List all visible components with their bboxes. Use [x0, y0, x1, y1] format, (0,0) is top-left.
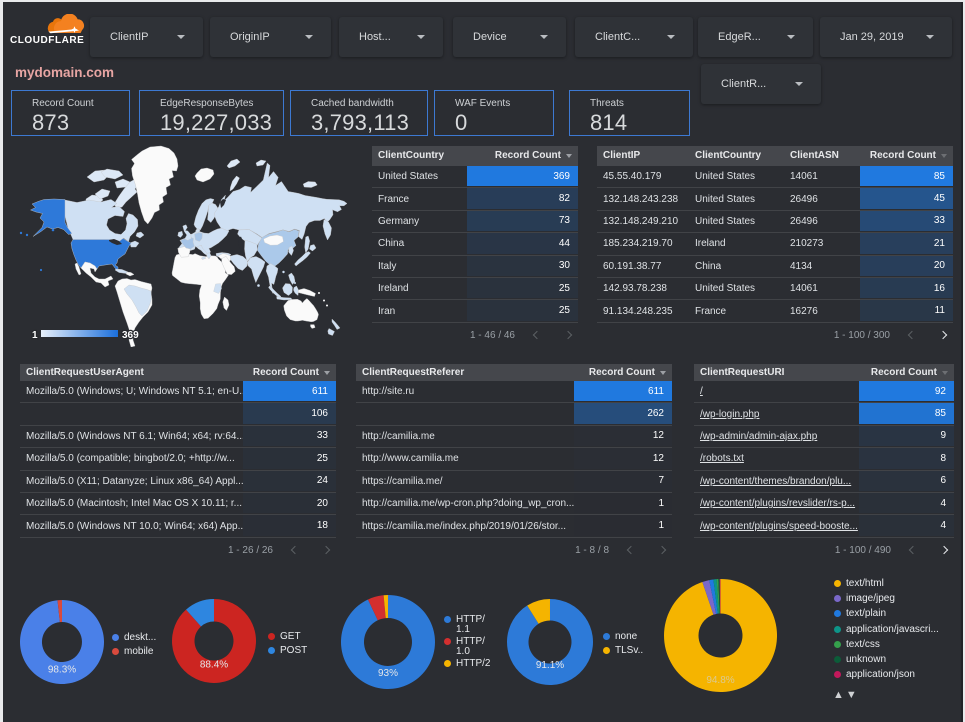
svg-text:93%: 93% [378, 668, 398, 679]
svg-text:91.1%: 91.1% [536, 660, 564, 671]
svg-text:CLOUDFLARE: CLOUDFLARE [10, 35, 84, 46]
svg-text:1: 1 [32, 330, 38, 341]
svg-text:94.8%: 94.8% [706, 675, 734, 686]
svg-text:98.3%: 98.3% [47, 664, 75, 675]
svg-text:88.4%: 88.4% [200, 660, 228, 671]
svg-text:369: 369 [122, 330, 139, 341]
